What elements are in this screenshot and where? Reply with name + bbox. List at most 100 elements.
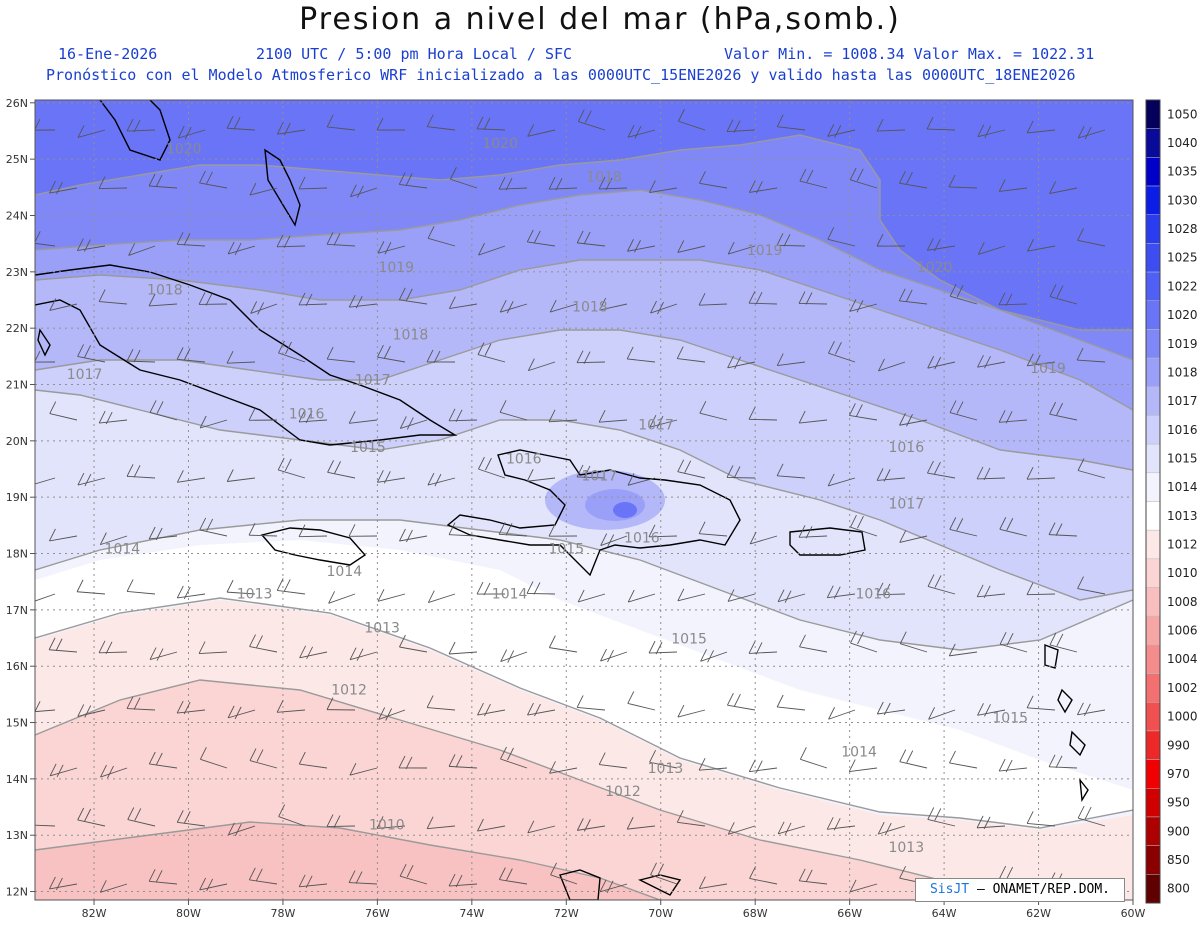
wind-barb (448, 641, 478, 655)
legend-swatch (1145, 357, 1161, 388)
legend-swatch (1145, 874, 1161, 904)
wind-barb (899, 530, 928, 543)
legend-swatch (1145, 185, 1161, 215)
wind-barb (627, 589, 656, 603)
wind-barb (727, 822, 756, 835)
wind-barb (799, 168, 828, 189)
wind-barb (49, 298, 78, 311)
lon-label: 82W (82, 907, 107, 920)
wind-barb (377, 241, 406, 255)
wind-barb (677, 459, 706, 479)
lon-label: 78W (270, 907, 295, 920)
wind-barb (749, 866, 778, 885)
wind-barb (326, 814, 356, 828)
wind-barb (248, 867, 278, 885)
wind-barb (278, 340, 306, 363)
wind-barb (176, 232, 206, 247)
wind-barb (776, 233, 806, 247)
wind-barb (576, 818, 606, 832)
wind-barb (448, 296, 478, 309)
wind-barb (576, 695, 606, 711)
wind-barb (548, 176, 578, 191)
wind-barb (826, 817, 856, 831)
legend-label: 1002 (1167, 681, 1198, 695)
lat-label: 15N (6, 717, 28, 730)
wind-barb (827, 473, 856, 487)
wind-barb (649, 415, 678, 429)
wind-barb (876, 582, 906, 596)
wind-barb (599, 879, 628, 893)
wind-barb (426, 349, 456, 364)
wind-barb (677, 240, 706, 253)
map-title: Presion a nivel del mar (hPa,somb.) (299, 2, 901, 37)
legend-swatch (1145, 472, 1161, 502)
wind-barb (648, 524, 678, 538)
legend-swatch (1145, 128, 1161, 158)
wind-barb (977, 242, 1006, 255)
wind-barb (276, 121, 306, 136)
wind-barb (77, 472, 106, 487)
wind-barb (76, 579, 106, 595)
wind-barb (798, 410, 828, 424)
wind-barb (298, 176, 328, 190)
wind-barb (949, 283, 978, 305)
legend-swatch (1145, 329, 1161, 359)
wind-barb (500, 746, 528, 769)
legend-label: 1028 (1167, 222, 1198, 236)
wind-barb (498, 522, 528, 537)
wind-barb (498, 867, 528, 885)
wind-barb (427, 590, 456, 603)
wind-barb (126, 118, 156, 133)
lon-label: 60W (1121, 907, 1146, 920)
wind-barb (598, 176, 628, 191)
isobar-label: 1013 (888, 840, 924, 856)
wind-barb (648, 640, 678, 655)
wind-barb (1077, 805, 1106, 827)
isobar-label: 1012 (605, 784, 641, 800)
wind-barb (627, 125, 656, 139)
lon-label: 74W (459, 907, 484, 920)
wind-barb (348, 294, 378, 309)
wind-barb (849, 299, 878, 313)
legend-label: 1016 (1167, 423, 1198, 437)
legend-swatch (1145, 99, 1161, 129)
wind-barb (226, 350, 256, 364)
legend-label: 1004 (1167, 652, 1198, 666)
wind-barb (448, 522, 478, 537)
wind-barb (448, 754, 478, 769)
wind-barb (198, 292, 228, 306)
wind-barb (1049, 181, 1078, 194)
legend-label: 1013 (1167, 509, 1198, 523)
lat-label: 16N (6, 660, 28, 673)
wind-barb (976, 815, 1006, 830)
isobar-label: 1016 (624, 530, 660, 546)
wind-barb (398, 287, 428, 305)
legend-swatch (1145, 730, 1161, 760)
legend-label: 1050 (1167, 107, 1198, 121)
wind-barb (399, 863, 428, 885)
isobar-label: 1018 (393, 327, 429, 343)
wind-barb (876, 118, 906, 132)
wind-barb (798, 291, 828, 305)
wind-barb (926, 116, 956, 131)
legend-swatch (1145, 587, 1161, 617)
wind-barb (998, 292, 1028, 307)
legend-label: 1012 (1167, 538, 1198, 552)
lon-label: 80W (176, 907, 201, 920)
wind-barb (827, 124, 856, 138)
wind-barb (48, 637, 78, 653)
min-max-values: Valor Min. = 1008.34 Valor Max. = 1022.3… (724, 45, 1095, 63)
wind-barb (676, 346, 706, 363)
wind-barb (576, 350, 606, 364)
wind-barb (98, 640, 128, 654)
wind-barb (678, 109, 706, 131)
wind-barbs (35, 109, 1106, 893)
lon-label: 62W (1026, 907, 1051, 920)
wind-barb (550, 862, 578, 885)
wind-barb (148, 869, 178, 885)
wind-barb (776, 353, 806, 367)
hispaniola-coast (446, 449, 741, 577)
isobar-label: 1015 (548, 542, 584, 558)
wind-barb (548, 409, 578, 423)
wind-barb (227, 241, 256, 256)
